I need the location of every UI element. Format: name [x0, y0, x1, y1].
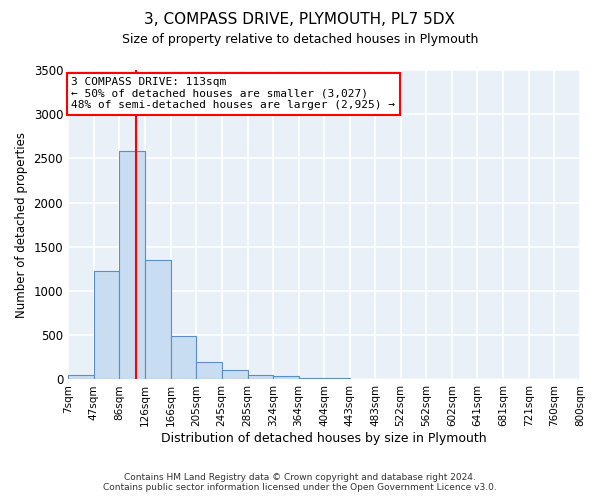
Text: Size of property relative to detached houses in Plymouth: Size of property relative to detached ho…: [122, 32, 478, 46]
Bar: [350, 379, 376, 380]
Bar: [170, 336, 196, 380]
X-axis label: Distribution of detached houses by size in Plymouth: Distribution of detached houses by size …: [161, 432, 487, 445]
Bar: [325, 378, 350, 380]
Bar: [248, 374, 272, 380]
Text: Contains HM Land Registry data © Crown copyright and database right 2024.
Contai: Contains HM Land Registry data © Crown c…: [103, 473, 497, 492]
Bar: [299, 378, 325, 380]
Y-axis label: Number of detached properties: Number of detached properties: [15, 132, 28, 318]
Bar: [94, 270, 119, 380]
Bar: [68, 375, 94, 380]
Bar: [145, 260, 170, 380]
Text: 3, COMPASS DRIVE, PLYMOUTH, PL7 5DX: 3, COMPASS DRIVE, PLYMOUTH, PL7 5DX: [145, 12, 455, 28]
Bar: [119, 152, 145, 380]
Bar: [272, 376, 299, 380]
Text: 3 COMPASS DRIVE: 113sqm
← 50% of detached houses are smaller (3,027)
48% of semi: 3 COMPASS DRIVE: 113sqm ← 50% of detache…: [71, 77, 395, 110]
Bar: [196, 362, 221, 380]
Bar: [221, 370, 248, 380]
